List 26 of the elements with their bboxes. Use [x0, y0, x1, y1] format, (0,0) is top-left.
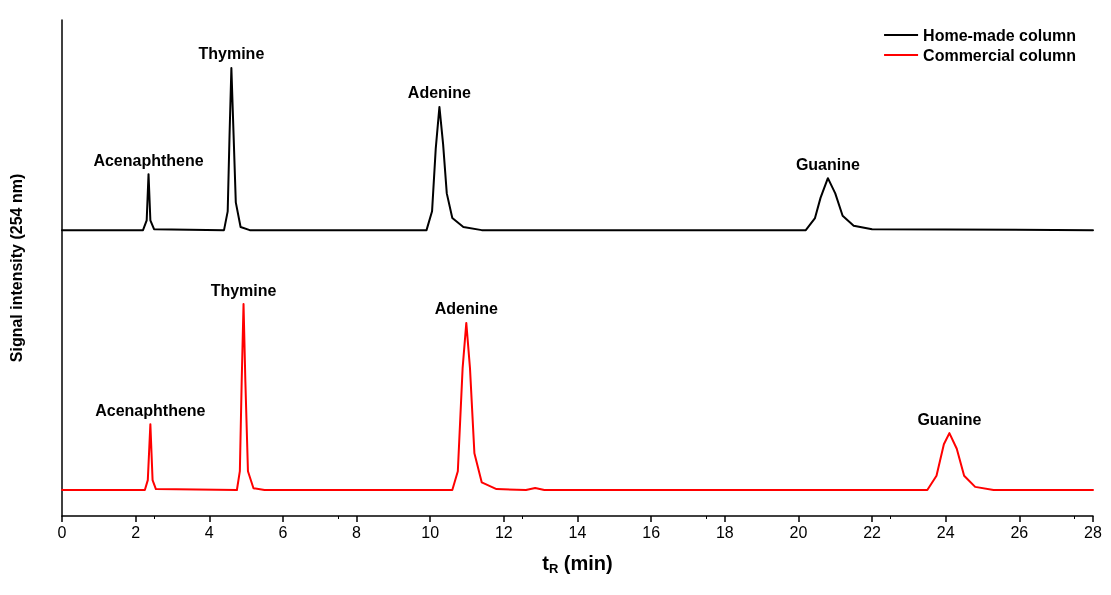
annotation: Guanine — [917, 410, 982, 428]
x-tick-label: 2 — [131, 523, 141, 541]
x-tick-label: 26 — [1010, 523, 1029, 541]
x-tick-label: 6 — [278, 523, 288, 541]
y-axis-title: Signal intensity (254 nm) — [7, 173, 25, 363]
annotation: Acenaphthene — [93, 151, 204, 169]
annotation: Acenaphthene — [95, 401, 206, 419]
legend-label: Home-made column — [923, 26, 1076, 44]
annotation: Adenine — [407, 84, 472, 102]
x-tick-label: 22 — [863, 523, 882, 541]
x-tick-label: 8 — [352, 523, 362, 541]
legend-label: Commercial column — [923, 46, 1077, 64]
x-tick-label: 0 — [57, 523, 67, 541]
x-tick-label: 4 — [204, 523, 214, 541]
annotation: Adenine — [434, 300, 498, 318]
x-tick-label: 28 — [1084, 523, 1102, 541]
x-tick-label: 10 — [421, 523, 440, 541]
x-tick-label: 20 — [789, 523, 808, 541]
annotation: Thymine — [198, 45, 265, 63]
annotation: Thymine — [210, 281, 277, 299]
x-tick-label: 24 — [936, 523, 955, 541]
x-tick-label: 12 — [494, 523, 513, 541]
x-tick-label: 18 — [715, 523, 734, 541]
x-tick-label: 14 — [568, 523, 587, 541]
annotation: Guanine — [795, 155, 860, 173]
x-tick-label: 16 — [642, 523, 661, 541]
